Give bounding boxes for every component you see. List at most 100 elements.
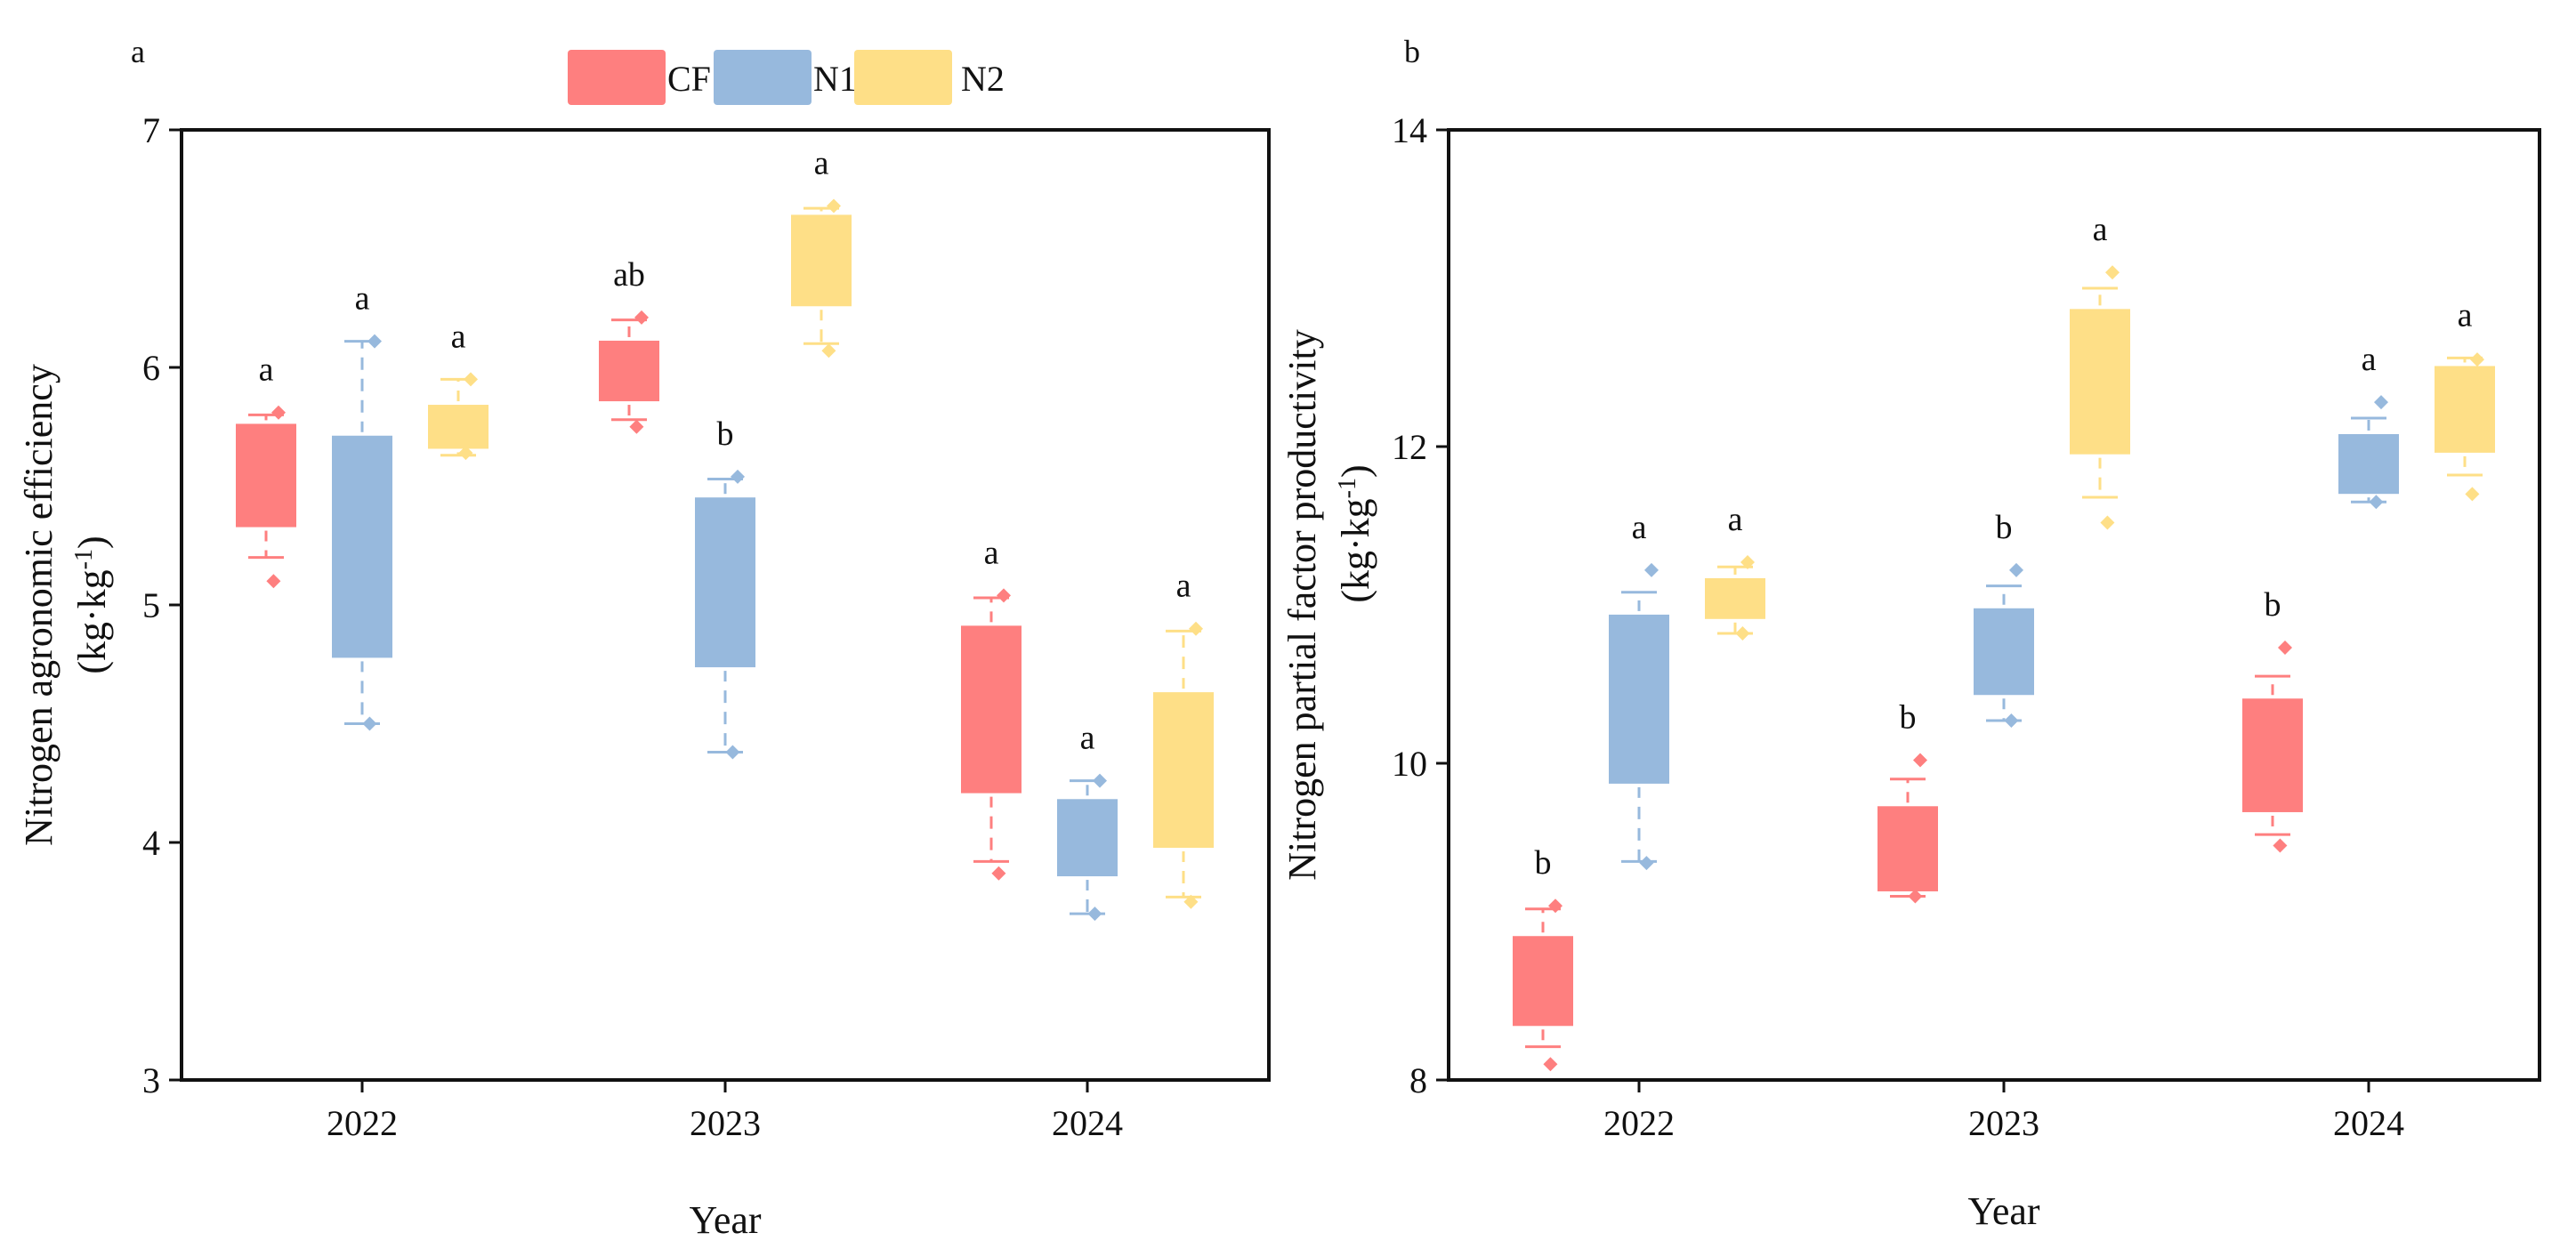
legend-label-n2: N2 [961,59,1005,99]
panel-b-n2-2023-significance-letter: a [2093,211,2108,248]
panel-b-cf-2024-significance-letter: b [2265,586,2281,624]
panel-b-n1-2023-box [1970,604,2038,699]
panel-a-y-tick-label: 7 [142,110,160,150]
panel-b-n1-2024-box [2335,430,2402,498]
panel-b-n1-2023-point [2009,562,2023,577]
panel-a-n1-2022-point [362,716,377,731]
panel-a-n1-2023-significance-letter: b [717,415,734,453]
panel-b-y-unit-dot: · [1334,537,1377,551]
panel-b-n1-2022-significance-letter: a [1632,509,1647,546]
panel-a-y-unit-dot: · [70,608,114,622]
panel-a-y-unit-kg: kg [70,569,114,608]
panel-a-cf-2023-significance-letter: ab [613,256,645,294]
panel-a-cf-2022-significance-letter: a [259,351,274,389]
panel-a-cf-2024-box [957,622,1025,797]
panel-b-x-tick-label: 2024 [2333,1103,2404,1143]
legend: CF N1 N2 [568,50,1005,105]
panel-a-n2-2024-point [1189,621,1203,636]
panel-a-y-unit-close: ) [70,536,114,549]
panel-b-y-axis-title: Nitrogen partial factor productivity [1280,329,1324,880]
panel-b-n1-2022-point [1639,856,1654,871]
panel-b-n1-2024-significance-letter: a [2362,341,2377,378]
panel-b-y-unit-open: (kg [1334,551,1377,603]
panel-b-cf-2023-point [1908,889,1923,904]
panel-b-cf-2023-point [1913,753,1927,768]
panel-b-y-unit-close: ) [1334,464,1377,478]
panel-b-n2-2022-point [1735,626,1750,641]
legend-swatch-n1 [714,50,812,105]
panel-b-plot-frame [1447,128,2541,1082]
panel-b-cf-2023-box [1874,802,1942,895]
panel-b-x-tick-label: 2022 [1603,1103,1675,1143]
panel-b-cf-2023-significance-letter: b [1900,698,1917,736]
panel-b-n2-2024-box [2431,362,2499,456]
panel-a-cf-2022-box [232,420,300,531]
panel-b-label: b [1404,34,1420,69]
panel-b-n1-2023-point [2004,713,2019,728]
panel-b-n2-2022-box [1701,574,1769,623]
panel-a-n2-2022-point [464,372,478,387]
panel-b-cf-2022-significance-letter: b [1535,844,1552,882]
panel-a-cf-2024-significance-letter: a [984,534,999,571]
panel-a-n1-2022-box [328,431,396,662]
panel-b-n2-2023-box [2066,305,2134,458]
panel-b-n1-2024-point [2374,395,2388,410]
panel-a-x-tick-label: 2023 [690,1103,761,1143]
panel-a-n2-2024-point [1183,894,1199,909]
panel-a-n2-2022-significance-letter: a [451,318,466,355]
panel-b-n2-2022-significance-letter: a [1728,501,1743,538]
panel-a-n2-2023-point [821,343,836,359]
panel-b-y-tick-label: 12 [1392,427,1427,467]
panel-a-n2-2024-box [1150,689,1217,852]
panel-a-n1-2023-box [691,494,759,672]
legend-swatch-n2 [854,50,952,105]
panel-a-n2-2023-significance-letter: a [814,144,829,181]
panel-a-n1-2023-point [731,469,745,484]
panel-a-cf-2023-point [629,419,644,434]
panel-a-label: a [131,34,145,69]
panel-a-n1-2024-box [1054,795,1121,881]
panel-b-x-axis-title: Year [1967,1189,2039,1233]
panel-a-y-tick-label: 3 [142,1060,160,1100]
panel-b-cf-2022-box [1509,932,1577,1030]
panel-b-cf-2024-box [2239,695,2306,816]
legend-label-n1: N1 [813,59,857,99]
panel-b-n1-2022-box [1605,610,1673,787]
panel-a-cf-2022-point [266,574,281,589]
panel-b-cf-2022-point [1543,1057,1558,1072]
panel-a-y-tick-label: 5 [142,585,160,625]
panel-a-n1-2022-significance-letter: a [355,280,370,318]
panel-a-x-tick-label: 2024 [1052,1103,1123,1143]
panel-a-cf-2023-point [634,310,649,325]
panel-a-n1-2024-significance-letter: a [1080,720,1095,757]
panel-a-n1-2023-point [725,745,740,760]
panel-a-n2-2022-box [424,401,492,453]
panel-b-n1-2022-point [1644,562,1659,577]
panel-b-cf-2024-point [2278,641,2292,656]
panel-a-n2-2022-point [458,446,473,461]
panel-b-n2-2024-point [2470,352,2484,367]
panel-a-n2-2023-box [787,211,855,310]
panel-b-y-tick-label: 14 [1392,110,1427,150]
panel-b-n1-2024-point [2369,495,2384,510]
panel-b-y-unit-kg: kg [1334,498,1377,537]
panel-a-cf-2024-point [997,588,1011,603]
panel-b-n2-2023-point [2105,265,2120,280]
panel-b-n2-2024-significance-letter: a [2458,296,2473,334]
panel-a-n2-2023-point [827,198,841,214]
panel-a-x-axis-title: Year [689,1198,761,1242]
panel-a-n1-2024-point [1087,907,1102,922]
panel-b-x-tick-label: 2023 [1968,1103,2039,1143]
panel-a-y-tick-label: 6 [142,348,160,388]
panel-a-n1-2024-point [1093,773,1107,788]
panel-a-x-tick-label: 2022 [327,1103,398,1143]
legend-swatch-cf [568,50,666,105]
panel-b-cf-2024-point [2273,838,2288,853]
panel-a-y-tick-label: 4 [142,823,160,863]
panel-b-n2-2024-point [2465,487,2480,502]
legend-label-cf: CF [667,59,711,99]
panel-a-y-unit-open: (kg [70,622,114,674]
panel-b-n2-2023-point [2100,515,2115,530]
panel-b-y-tick-label: 10 [1392,744,1427,784]
